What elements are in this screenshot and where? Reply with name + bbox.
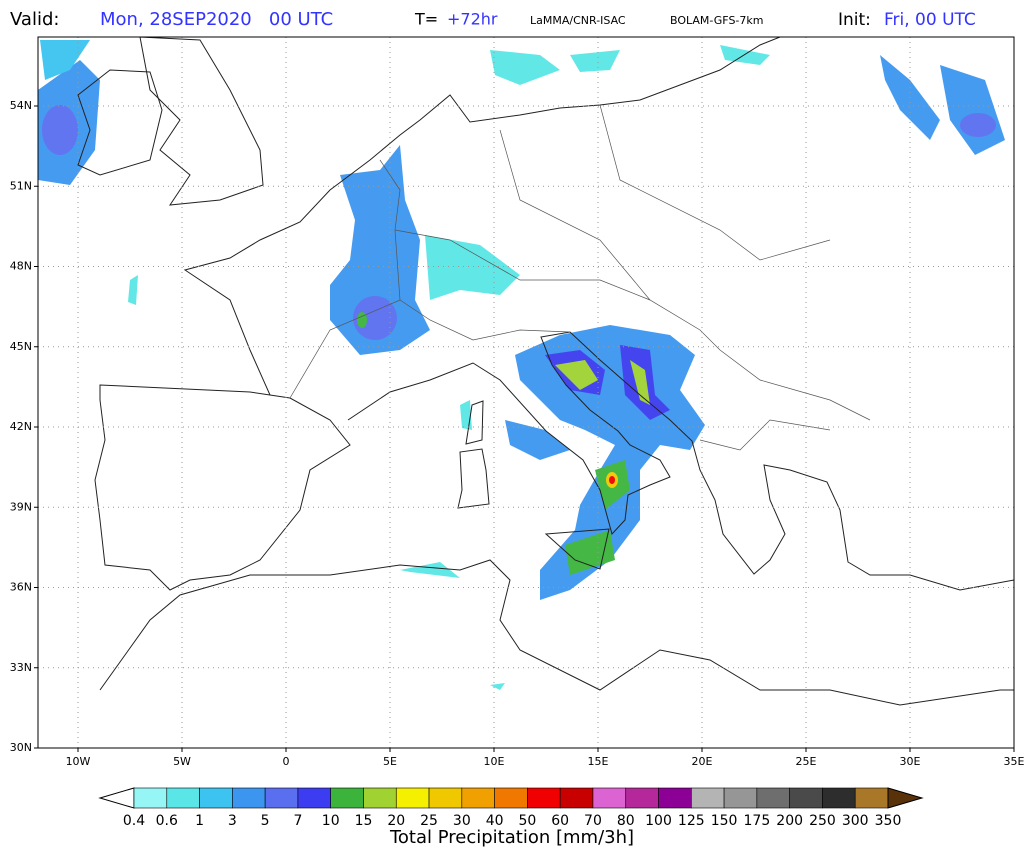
init-label: Init:	[838, 10, 871, 30]
colorbar-label: 0.6	[156, 813, 178, 829]
lon-label: 15E	[588, 755, 609, 768]
colorbar-title: Total Precipitation [mm/3h]	[389, 827, 634, 848]
model: BOLAM-GFS-7km	[670, 14, 763, 27]
lat-label: 48N	[10, 260, 32, 273]
colorbar-label: 25	[420, 813, 438, 829]
lat-label: 36N	[10, 581, 32, 594]
colorbar-label: 200	[776, 813, 803, 829]
colorbar: 0.4 0.6 1 3 5 7 10 15 20 25 30 40 50 60 70 80 100 125 150 1…	[98, 787, 924, 829]
map-background	[38, 37, 1014, 748]
colorbar-box	[428, 787, 463, 809]
colorbar-box	[494, 787, 528, 809]
colorbar-box	[395, 787, 430, 809]
colorbar-label: 15	[355, 813, 373, 829]
colorbar-label: 60	[551, 813, 569, 829]
lon-label: 5E	[383, 755, 397, 768]
colorbar-box	[527, 787, 561, 809]
colorbar-box	[232, 787, 266, 809]
colorbar-label: 350	[875, 813, 902, 829]
colorbar-label: 7	[293, 813, 302, 829]
colorbar-box	[264, 787, 299, 809]
colorbar-label: 3	[228, 813, 237, 829]
colorbar-label: 80	[617, 813, 635, 829]
lat-label: 51N	[10, 179, 32, 192]
lon-label: 35E	[1004, 755, 1024, 768]
lat-label: 39N	[10, 500, 32, 513]
colorbar-label: 10	[322, 813, 340, 829]
colorbar-label: 50	[518, 813, 536, 829]
colorbar-label: 1	[195, 813, 204, 829]
colorbar-box	[330, 787, 364, 809]
colorbar-label: 250	[809, 813, 836, 829]
lon-label: 10W	[66, 755, 91, 768]
lon-label: 25E	[796, 755, 817, 768]
lon-label: 10E	[484, 755, 505, 768]
map-frame	[37, 36, 1015, 749]
lat-label: 54N	[10, 99, 32, 112]
colorbar-box	[658, 787, 692, 809]
colorbar-label: 100	[645, 813, 672, 829]
lat-label: 33N	[10, 661, 32, 674]
colorbar-label: 125	[678, 813, 705, 829]
colorbar-box	[756, 787, 790, 809]
institute: LaMMA/CNR-ISAC	[530, 14, 626, 27]
colorbar-label: 30	[453, 813, 471, 829]
colorbar-box	[723, 787, 758, 809]
colorbar-box	[297, 787, 331, 809]
colorbar-box	[625, 787, 659, 809]
step: +72hr	[447, 10, 498, 29]
colorbar-label: 5	[261, 813, 270, 829]
colorbar-label: 300	[842, 813, 869, 829]
colorbar-box	[363, 787, 397, 809]
colorbar-box	[592, 787, 627, 809]
map-area	[34, 36, 1015, 752]
colorbar-arrow-low	[98, 787, 135, 809]
colorbar-box	[789, 787, 823, 809]
colorbar-box	[854, 787, 889, 809]
lon-label: 0	[283, 755, 290, 768]
colorbar-label: 0.4	[123, 813, 145, 829]
colorbar-label: 40	[486, 813, 504, 829]
precipitation	[38, 40, 1005, 690]
lon-label: 5W	[173, 755, 191, 768]
valid-time: Mon, 28SEP2020 00 UTC	[100, 9, 333, 30]
step-label: T=	[414, 10, 438, 29]
lat-label: 42N	[10, 420, 32, 433]
lat-label: 30N	[10, 741, 32, 754]
colorbar-box	[559, 787, 594, 809]
colorbar-box	[199, 787, 233, 809]
lat-label: 45N	[10, 340, 32, 353]
colorbar-arrow-high	[887, 787, 924, 809]
colorbar-box	[133, 787, 168, 809]
valid-label: Valid:	[10, 9, 59, 30]
colorbar-label: 70	[584, 813, 602, 829]
lon-label: 20E	[692, 755, 713, 768]
coastlines	[77, 36, 1015, 706]
colorbar-box	[691, 787, 725, 809]
lon-label: 30E	[900, 755, 921, 768]
colorbar-box	[166, 787, 200, 809]
colorbar-box	[461, 787, 495, 809]
colorbar-label: 150	[711, 813, 738, 829]
init-time: Fri, 00 UTC	[884, 10, 976, 30]
graticule	[34, 37, 1015, 752]
colorbar-box	[822, 787, 856, 809]
colorbar-label: 175	[744, 813, 771, 829]
colorbar-label: 20	[387, 813, 405, 829]
